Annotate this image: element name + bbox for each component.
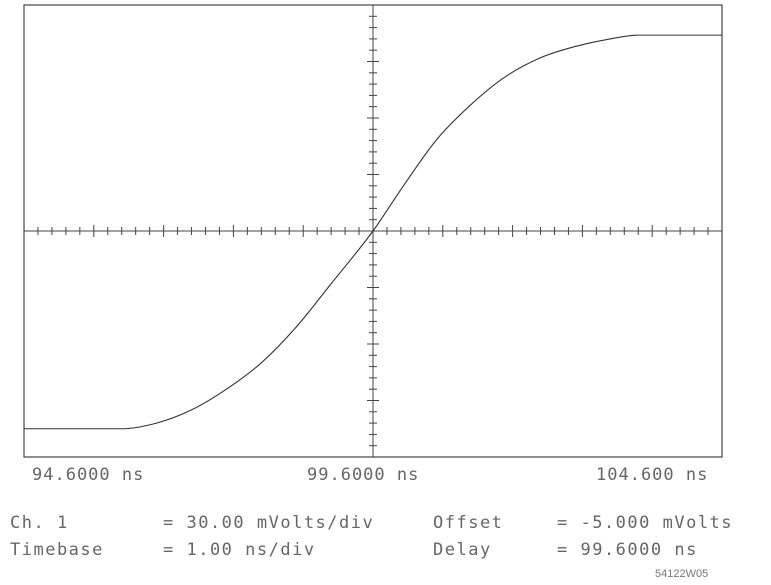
delay-value: = 99.6000 ns	[557, 540, 698, 560]
offset-value: = -5.000 mVolts	[557, 513, 734, 533]
timebase-label: Timebase	[10, 540, 104, 560]
timebase-value: = 1.00 ns/div	[163, 540, 316, 560]
waveform-chart	[23, 4, 723, 458]
offset-label: Offset	[433, 513, 504, 533]
channel-scale: = 30.00 mVolts/div	[163, 513, 375, 533]
x-tick-label-left: 94.6000 ns	[32, 465, 145, 485]
x-tick-label-right: 104.600 ns	[596, 465, 709, 485]
figure-id: 54122W05	[655, 568, 709, 580]
minor-ticks	[37, 15, 709, 447]
trace-layer	[24, 34, 722, 430]
x-tick-label-center: 99.6000 ns	[307, 465, 420, 485]
channel-label: Ch. 1	[10, 513, 69, 533]
delay-label: Delay	[433, 540, 492, 560]
waveform-trace	[24, 34, 722, 430]
